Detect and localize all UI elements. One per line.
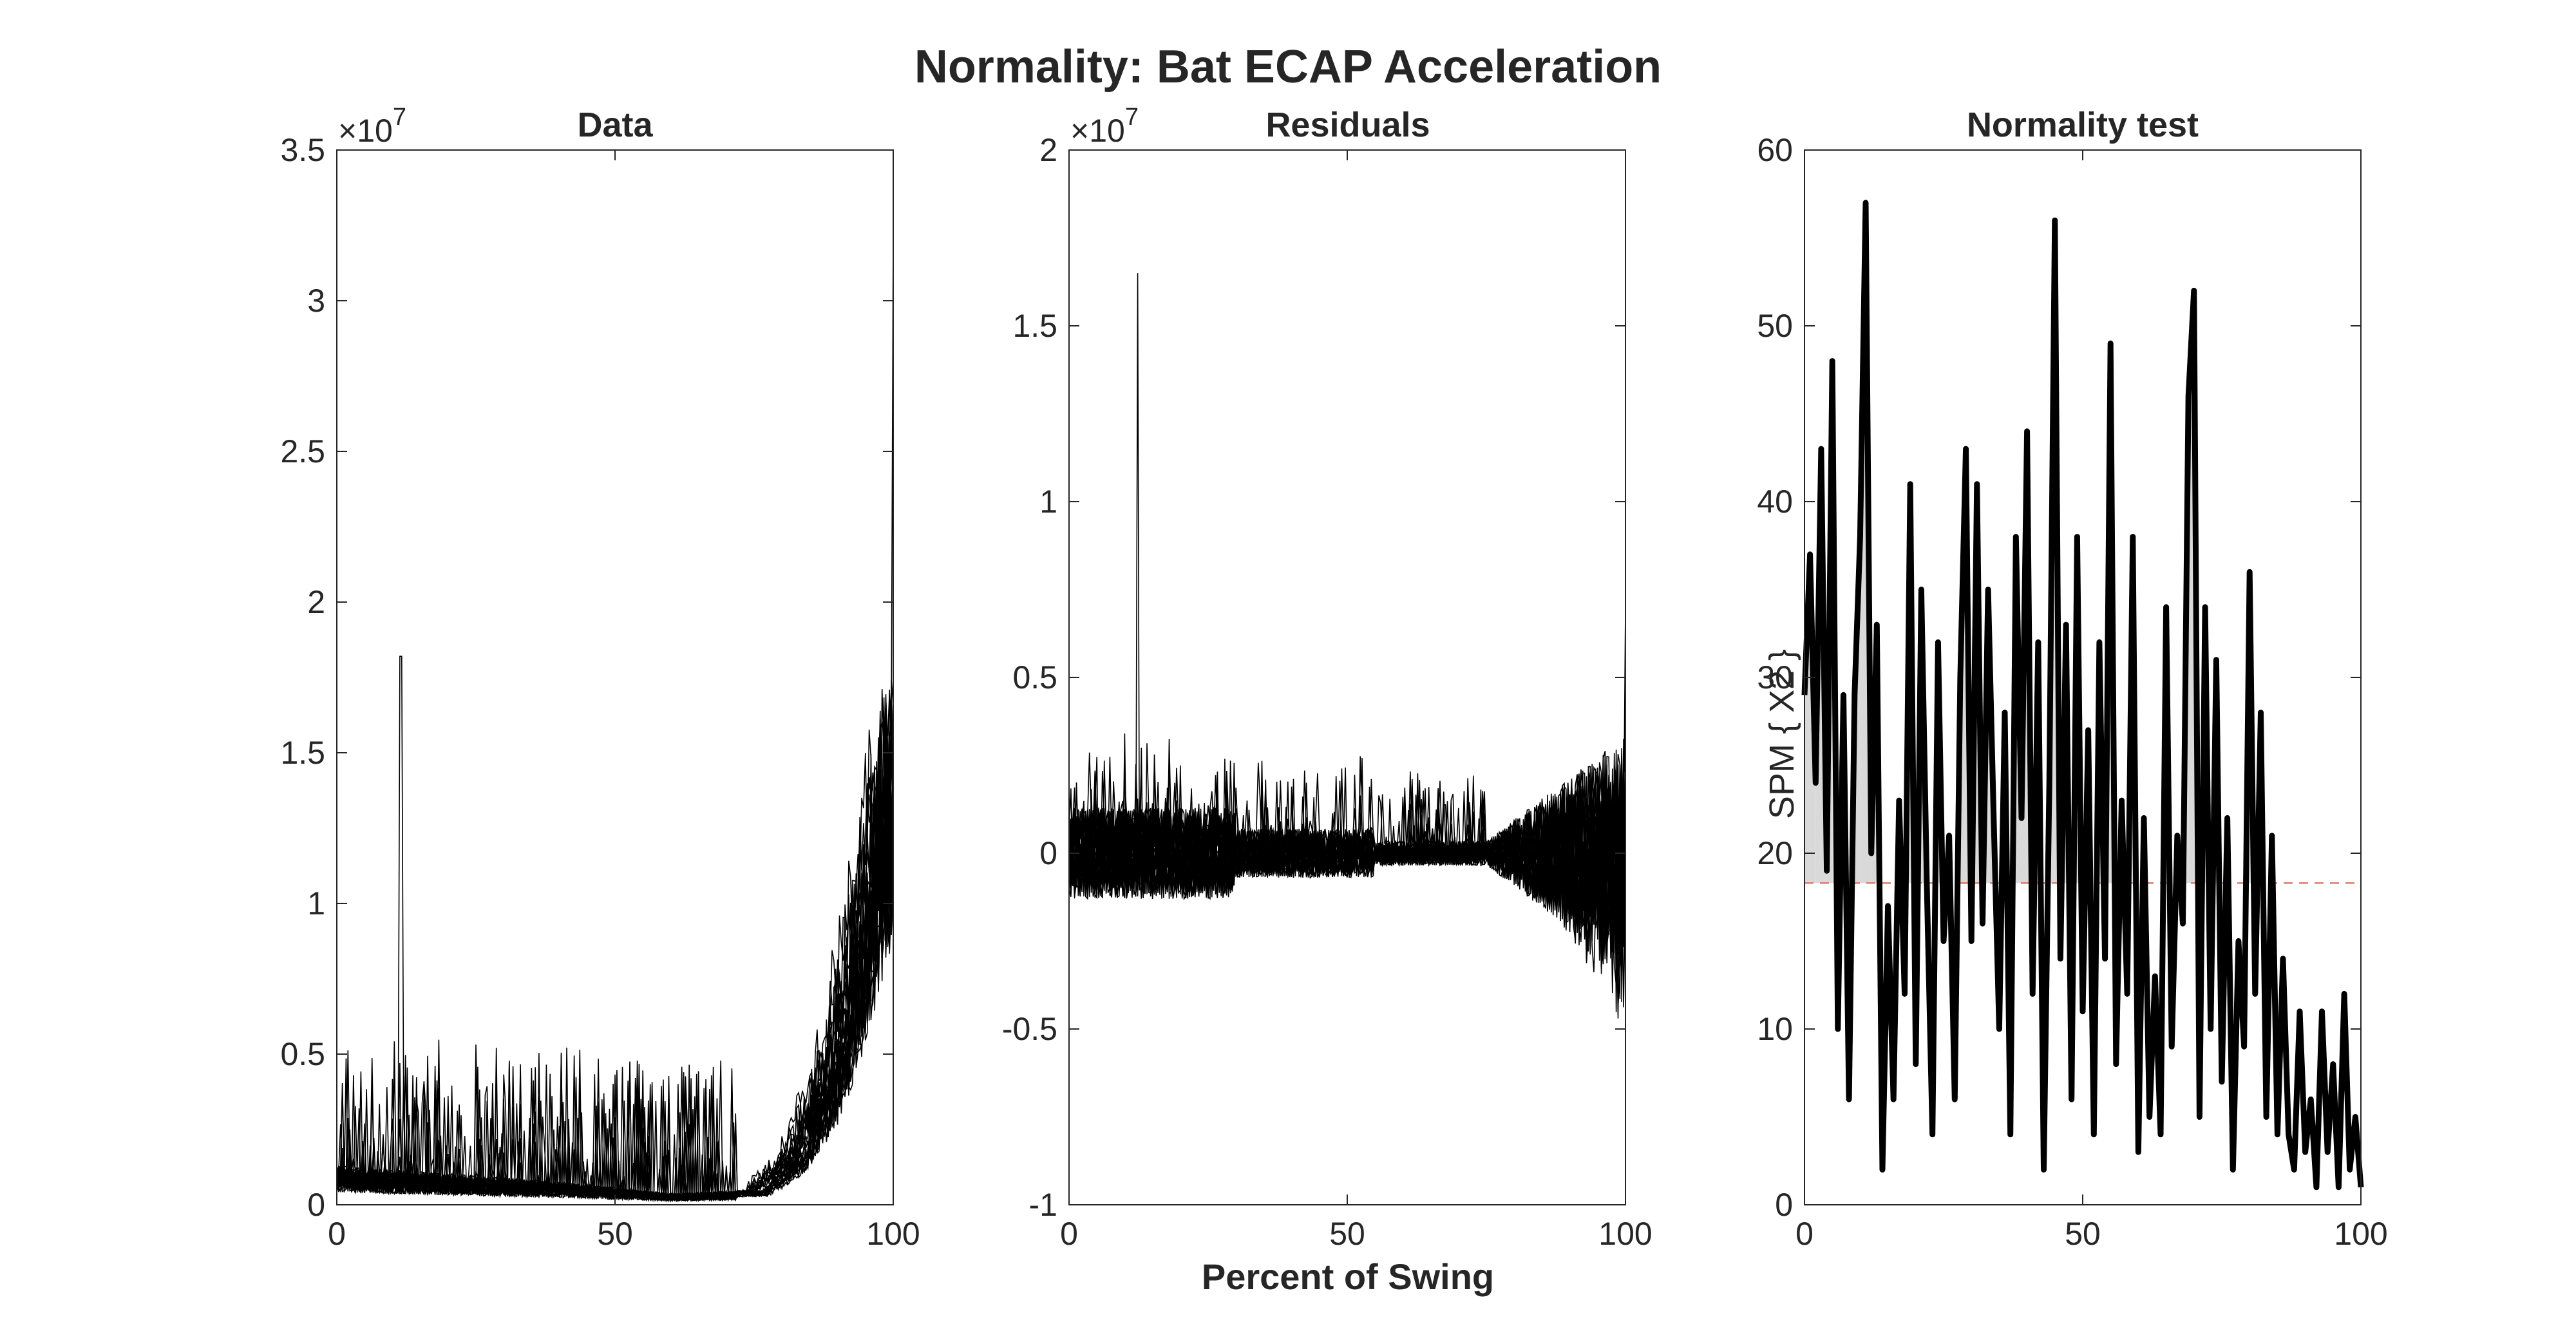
panel-residuals-xtick-label: 50 xyxy=(1329,1216,1365,1252)
panel-data-ytick-label: 2.5 xyxy=(280,433,325,469)
panel-normality-test-ylabel: SPM { X2 } xyxy=(1763,649,1801,819)
panel-data-ytick-label: 3.5 xyxy=(280,132,325,168)
panel-residuals: Residuals 0 50 100 -1 -0.5 0 0.5 1 1.5 2 ×107 Per… xyxy=(1002,104,1653,1297)
panel-residuals-ytick-label: 1 xyxy=(1039,484,1057,520)
panel-data-series xyxy=(336,225,894,1203)
panel-residuals-ytick-label: 0 xyxy=(1039,835,1057,871)
panel-data-axes-box xyxy=(336,149,894,1205)
panel-residuals-series xyxy=(1068,273,1626,1019)
panel-normality-test-title: Normality test xyxy=(1967,106,2199,144)
figure-title: Normality: Bat ECAP Acceleration xyxy=(914,41,1662,93)
panel-residuals-xtick-label: 0 xyxy=(1060,1216,1078,1252)
panel-normality-test-xtick-label: 0 xyxy=(1795,1216,1814,1252)
panel-data-xtick-label: 50 xyxy=(597,1216,633,1252)
panel-data-ytick-label: 0 xyxy=(307,1187,325,1223)
panel-normality-test-ticks: 0 50 100 0 10 20 30 40 50 60 xyxy=(1757,132,2387,1252)
panel-normality-test-ytick-label: 10 xyxy=(1757,1011,1793,1047)
panel-data-ticks: 0 50 100 0 0.5 1 1.5 2 2.5 3 3.5 xyxy=(280,132,920,1252)
panel-data: Data 0 50 100 0 0.5 1 1.5 2 2.5 3 3.5 ×107 xyxy=(280,104,920,1252)
panel-data-ytick-label: 1.5 xyxy=(280,735,325,771)
panel-data-series-line xyxy=(336,770,894,1203)
panel-data-series-line xyxy=(336,697,894,1202)
panel-data-ytick-label: 1 xyxy=(307,885,325,921)
panel-residuals-xtick-label: 100 xyxy=(1598,1216,1652,1252)
panel-data-xtick-label: 0 xyxy=(328,1216,346,1252)
panel-normality-test-ytick-label: 30 xyxy=(1757,659,1793,695)
panel-normality-test-ytick-label: 60 xyxy=(1757,132,1793,168)
panel-data-series-line xyxy=(336,680,894,1202)
panel-residuals-xlabel: Percent of Swing xyxy=(1202,1256,1494,1297)
panel-residuals-axes-box xyxy=(1068,149,1626,1205)
panel-data-xtick-label: 100 xyxy=(866,1216,920,1252)
panel-residuals-ytick-label: -0.5 xyxy=(1002,1011,1057,1047)
panel-normality-test-ytick-label: 0 xyxy=(1775,1187,1793,1223)
panel-residuals-series-line xyxy=(1068,760,1626,950)
panel-data-series-line xyxy=(336,752,894,1203)
panel-data-ytick-label: 0.5 xyxy=(280,1036,325,1072)
panel-data-ytick-label: 2 xyxy=(307,584,325,620)
panel-normality-test-ytick-label: 40 xyxy=(1757,484,1793,520)
panel-normality-test-ytick-label: 50 xyxy=(1757,308,1793,344)
panel-residuals-series-line xyxy=(1068,757,1626,1007)
panel-residuals-ticks: 0 50 100 -1 -0.5 0 0.5 1 1.5 2 xyxy=(1002,132,1653,1252)
panel-data-series-line xyxy=(336,225,894,1203)
panel-data-ytick-label: 3 xyxy=(307,283,325,319)
panel-normality-test: Normality test 0 50 100 0 10 20 30 40 50 60 SPM {… xyxy=(1757,106,2387,1252)
panel-residuals-ytick-label: -1 xyxy=(1029,1187,1057,1223)
panel-normality-test-xtick-label: 50 xyxy=(2065,1216,2101,1252)
panel-residuals-exponent: ×107 xyxy=(1070,104,1139,149)
panel-data-exponent: ×107 xyxy=(338,104,406,149)
panel-data-title: Data xyxy=(577,106,653,144)
panel-residuals-ytick-label: 2 xyxy=(1039,132,1057,168)
panel-normality-test-spm-curve xyxy=(1801,200,2364,1191)
panel-normality-test-xtick-label: 100 xyxy=(2334,1216,2387,1252)
panel-normality-test-ytick-label: 20 xyxy=(1757,835,1793,871)
panel-residuals-ytick-label: 1.5 xyxy=(1012,308,1057,344)
panel-residuals-ytick-label: 0.5 xyxy=(1012,659,1057,695)
panel-residuals-title: Residuals xyxy=(1265,106,1430,144)
panel-normality-test-series xyxy=(1801,200,2364,1191)
